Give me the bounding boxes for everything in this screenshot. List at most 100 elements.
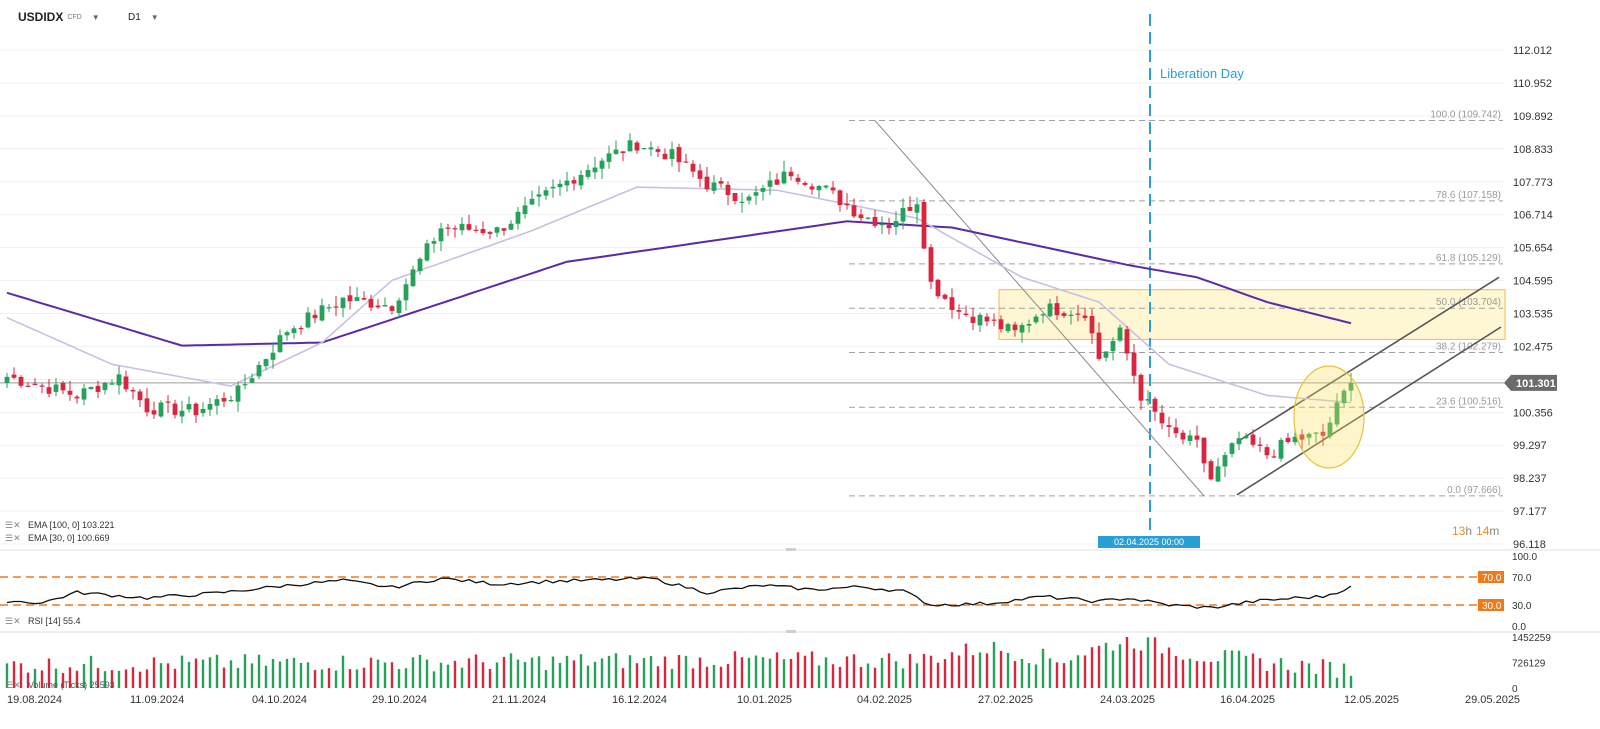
resize-handle[interactable] xyxy=(786,548,796,551)
rsi-level-tag xyxy=(1478,599,1504,611)
candle xyxy=(158,400,164,418)
candle xyxy=(228,395,234,402)
price-tick-label: 97.177 xyxy=(1513,506,1547,518)
chevron-down-icon: ▼ xyxy=(91,12,100,22)
volume-bar xyxy=(26,672,30,688)
candle xyxy=(368,294,374,311)
candle xyxy=(1306,432,1312,446)
candle xyxy=(977,312,983,333)
rsi-legend[interactable]: ☰✕ RSI [14] 55.4 xyxy=(5,616,81,626)
volume-bar xyxy=(397,669,401,688)
candle xyxy=(739,192,745,213)
volume-bars xyxy=(5,637,1353,688)
volume-bar xyxy=(1111,650,1115,688)
volume-bar xyxy=(586,665,590,688)
volume-bar xyxy=(334,670,338,688)
candle xyxy=(249,373,255,384)
resize-handle[interactable] xyxy=(786,630,796,633)
candle xyxy=(1271,449,1277,459)
volume-bar xyxy=(19,663,23,688)
candle xyxy=(186,396,192,413)
candle xyxy=(11,367,17,380)
candle xyxy=(655,146,661,158)
candle xyxy=(753,186,759,205)
list-icon: ☰✕ xyxy=(5,616,21,626)
time-tick-label: 29.05.2025 xyxy=(1465,694,1520,706)
candle xyxy=(179,400,185,424)
candle xyxy=(1299,429,1305,451)
candle xyxy=(571,176,577,191)
candle xyxy=(858,208,864,221)
candle xyxy=(270,342,276,369)
rsi-tick-label: 70.0 xyxy=(1512,573,1532,584)
volume-bar xyxy=(1335,677,1339,688)
candle xyxy=(676,143,682,172)
candle xyxy=(949,288,955,319)
timeframe-selector[interactable]: D1 ▼ xyxy=(128,9,159,25)
rsi-tick-label: 0.0 xyxy=(1512,622,1526,633)
candle xyxy=(1061,311,1067,318)
candle xyxy=(914,197,920,224)
volume-bar xyxy=(481,662,485,688)
price-tick-label: 107.773 xyxy=(1513,177,1553,189)
candle xyxy=(1110,337,1116,361)
time-tick-label: 11.09.2024 xyxy=(130,694,184,706)
candle xyxy=(1180,429,1186,445)
volume-bar xyxy=(131,667,135,688)
candle xyxy=(557,179,563,196)
volume-bar xyxy=(1216,661,1220,688)
candle xyxy=(1019,322,1025,343)
candle xyxy=(459,217,465,236)
volume-bar xyxy=(1209,661,1213,688)
candle xyxy=(620,151,626,162)
symbol-selector[interactable]: USDIDX CFD ▼ xyxy=(18,9,100,25)
volume-bar xyxy=(894,661,898,688)
ema100-legend[interactable]: ☰✕ EMA [100, 0] 103.221 xyxy=(5,520,115,530)
candle xyxy=(32,378,38,386)
ema30-legend[interactable]: ☰✕ EMA [30, 0] 100.669 xyxy=(5,533,110,543)
volume-legend-text: Volume (Ticks) 25593 xyxy=(28,680,115,690)
rsi-tick-label: 100.0 xyxy=(1512,552,1537,563)
chevron-down-icon: ▼ xyxy=(150,12,159,22)
volume-bar xyxy=(285,658,289,688)
volume-bar xyxy=(278,661,282,688)
candle xyxy=(1082,307,1088,322)
candle xyxy=(1166,416,1172,438)
candle xyxy=(1173,418,1179,438)
volume-bar xyxy=(607,655,611,688)
candle xyxy=(529,190,535,206)
candle xyxy=(1047,298,1053,318)
candle xyxy=(1124,325,1130,361)
price-tick-label: 98.237 xyxy=(1513,473,1547,485)
candle xyxy=(452,225,458,238)
volume-bar xyxy=(1223,650,1227,688)
volume-bar xyxy=(124,669,128,688)
timeframe-label: D1 xyxy=(128,11,141,23)
date-tag xyxy=(1098,536,1200,548)
candle xyxy=(578,170,584,190)
volume-bar xyxy=(390,662,394,688)
volume-legend[interactable]: ☰✕ Volume (Ticks) 25593 xyxy=(5,680,115,690)
volume-bar xyxy=(866,663,870,688)
volume-tick-label: 1452259 xyxy=(1512,633,1551,644)
ema100-line xyxy=(6,220,1352,347)
volume-bar xyxy=(810,651,814,688)
candle xyxy=(830,181,836,194)
candle xyxy=(438,222,444,251)
instrument-type: CFD xyxy=(67,13,82,21)
candle xyxy=(1327,416,1333,439)
volume-bar xyxy=(824,657,828,688)
volume-bar xyxy=(950,652,954,688)
volume-bar xyxy=(1125,637,1129,688)
volume-bar xyxy=(1020,659,1024,688)
candle xyxy=(893,211,899,235)
candle xyxy=(410,265,416,288)
candle xyxy=(256,361,262,380)
candle xyxy=(18,375,24,389)
candle xyxy=(382,297,388,307)
price-tick-label: 109.892 xyxy=(1513,111,1553,123)
volume-bar xyxy=(96,668,100,688)
candle xyxy=(1103,351,1109,362)
candle xyxy=(347,286,353,310)
